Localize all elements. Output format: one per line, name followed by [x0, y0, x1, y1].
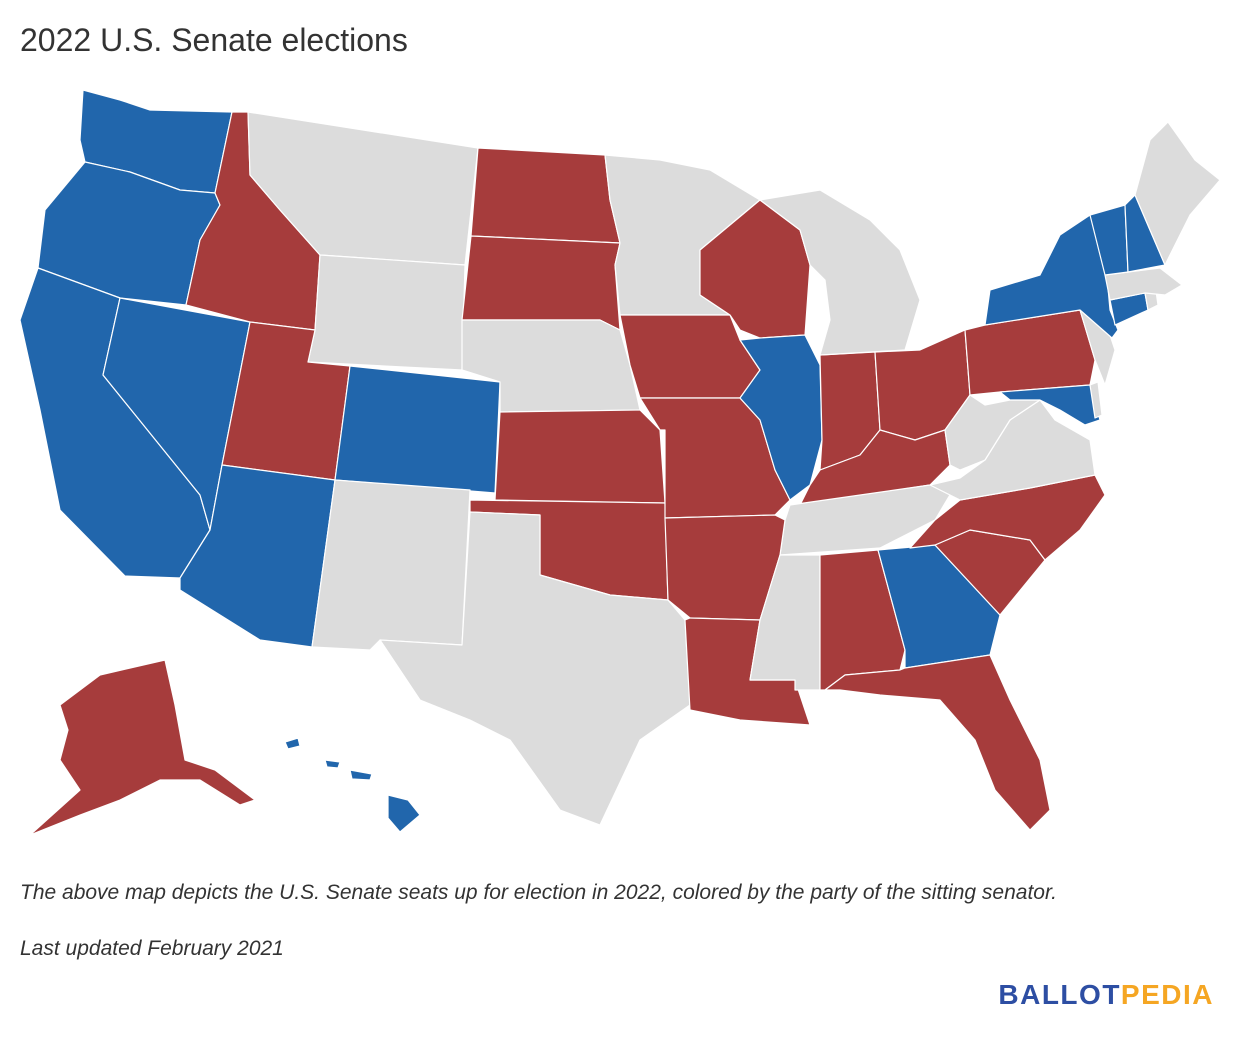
last-updated: Last updated February 2021 — [20, 937, 284, 960]
map-title: 2022 U.S. Senate elections — [20, 22, 408, 58]
map-caption: The above map depicts the U.S. Senate se… — [20, 881, 1058, 904]
state-massachusetts[interactable] — [1104, 267, 1183, 301]
state-texas[interactable] — [379, 511, 691, 826]
state-wyoming[interactable] — [307, 254, 466, 371]
senate-election-map — [19, 89, 1221, 836]
state-west-virginia[interactable] — [944, 394, 1041, 471]
logo-part-ballot: BALLOT — [998, 979, 1121, 1010]
state-mississippi[interactable] — [749, 554, 821, 691]
state-virginia[interactable] — [929, 399, 1096, 501]
logo-part-pedia: PEDIA — [1120, 979, 1214, 1010]
state-colorado[interactable] — [334, 365, 501, 494]
state-south-dakota[interactable] — [461, 235, 621, 331]
state-michigan[interactable] — [759, 189, 921, 356]
state-north-dakota[interactable] — [470, 147, 621, 244]
state-kansas[interactable] — [494, 409, 666, 504]
state-delaware[interactable] — [1089, 381, 1103, 419]
state-florida[interactable] — [824, 654, 1051, 831]
state-alaska[interactable] — [29, 659, 256, 836]
state-maine[interactable] — [1134, 121, 1221, 266]
state-new-mexico[interactable] — [311, 479, 471, 651]
state-illinois[interactable] — [739, 334, 823, 501]
ballotpedia-logo[interactable]: BALLOTPEDIA — [998, 979, 1214, 1011]
state-pennsylvania[interactable] — [964, 309, 1096, 396]
state-hawaii[interactable] — [284, 737, 421, 833]
